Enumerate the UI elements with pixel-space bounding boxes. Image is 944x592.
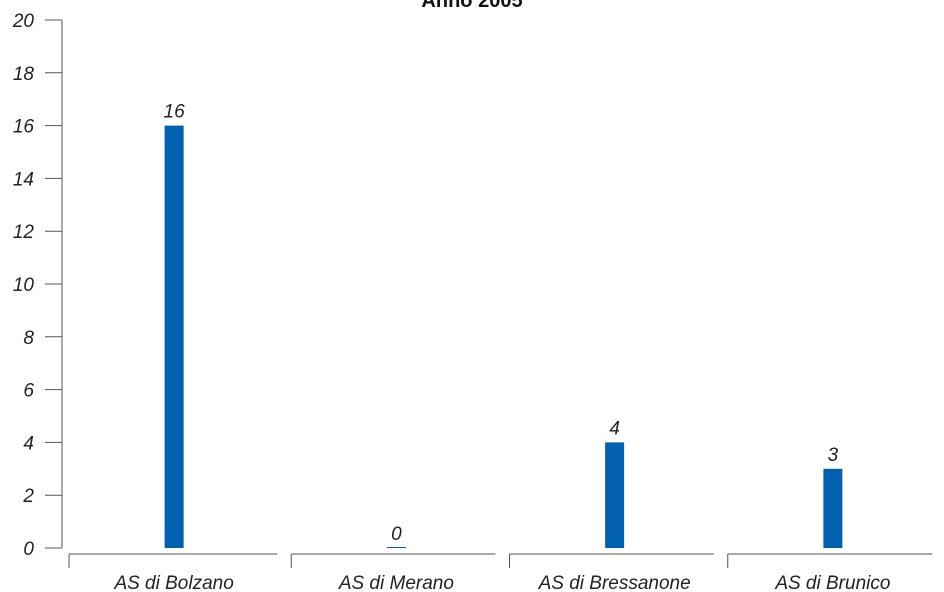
x-tick-label: AS di Bolzano <box>113 573 233 592</box>
y-tick-label: 2 <box>22 486 34 507</box>
y-tick-label: 8 <box>23 328 34 349</box>
y-tick-label: 10 <box>13 275 35 296</box>
y-tick-label: 20 <box>12 11 35 32</box>
y-tick-label: 0 <box>23 539 34 560</box>
x-axis: AS di Bolzano AS di Merano AS di Bressanon… <box>68 553 932 592</box>
y-tick-label: 6 <box>23 381 34 402</box>
bar <box>605 442 625 548</box>
data-label: 4 <box>609 418 620 439</box>
data-label: 16 <box>164 102 186 123</box>
data-labels-group: 16 0 4 3 <box>164 102 839 545</box>
x-tick-label: AS di Merano <box>338 573 454 592</box>
bars-group <box>164 125 843 548</box>
chart-title: Anno 2005 <box>421 0 522 12</box>
y-tick-label: 18 <box>13 64 35 85</box>
y-axis: 0 2 4 6 8 10 12 14 16 18 20 <box>12 11 63 560</box>
y-tick-label: 14 <box>13 169 34 190</box>
data-label: 0 <box>391 524 402 545</box>
data-label: 3 <box>828 445 839 466</box>
y-tick-label: 4 <box>23 433 34 454</box>
y-tick-label: 16 <box>13 117 35 138</box>
bar <box>164 125 184 548</box>
y-tick-label: 12 <box>13 222 35 243</box>
x-tick-label: AS di Bressanone <box>538 573 691 592</box>
x-tick-label: AS di Brunico <box>774 573 890 592</box>
bar <box>386 547 406 548</box>
bar <box>823 468 843 548</box>
